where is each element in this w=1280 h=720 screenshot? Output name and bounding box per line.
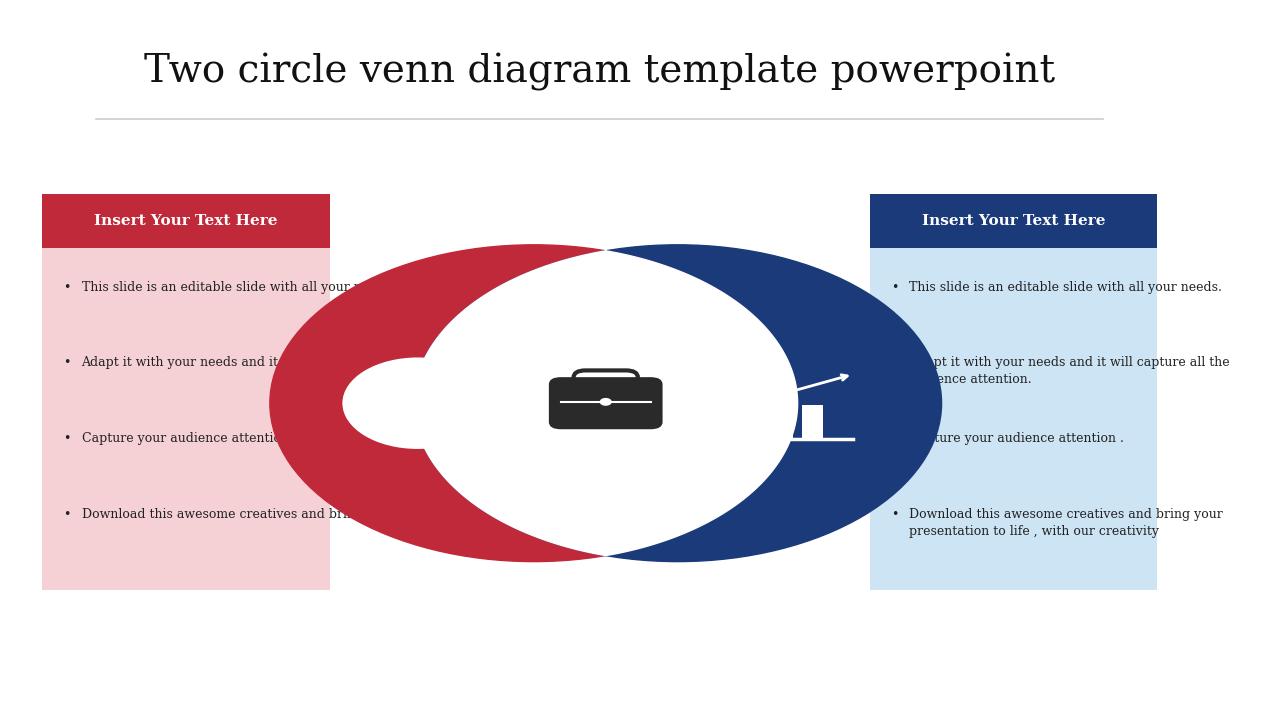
Text: Adapt it with your needs and it will capture all the audience attention.: Adapt it with your needs and it will cap… <box>909 356 1230 387</box>
Text: •: • <box>891 432 899 445</box>
Circle shape <box>413 245 942 562</box>
Text: This slide is an editable slide with all your needs.: This slide is an editable slide with all… <box>909 281 1222 294</box>
Text: Insert Your Text Here: Insert Your Text Here <box>95 215 278 228</box>
Text: •: • <box>64 281 70 294</box>
FancyBboxPatch shape <box>772 414 794 438</box>
Text: •: • <box>64 508 70 521</box>
Text: ☉: ☉ <box>383 365 453 441</box>
Circle shape <box>344 359 492 448</box>
Text: •: • <box>891 281 899 294</box>
Text: This slide is an editable slide with all your needs.: This slide is an editable slide with all… <box>82 281 394 294</box>
FancyBboxPatch shape <box>869 194 1157 248</box>
Text: •: • <box>64 356 70 369</box>
Text: Adapt it with your needs and it will capture all the audience attention.: Adapt it with your needs and it will cap… <box>82 356 529 369</box>
Text: Two circle venn diagram template powerpoint: Two circle venn diagram template powerpo… <box>145 53 1055 91</box>
FancyBboxPatch shape <box>42 194 330 590</box>
FancyBboxPatch shape <box>801 405 823 438</box>
Circle shape <box>393 389 442 418</box>
Text: Insert Your Text Here: Insert Your Text Here <box>922 215 1105 228</box>
Text: •: • <box>891 508 899 521</box>
Text: Download this awesome creatives and bring your presentation to life , with our c: Download this awesome creatives and brin… <box>82 508 649 521</box>
Circle shape <box>600 399 611 405</box>
Text: Capture your audience attention .: Capture your audience attention . <box>82 432 297 445</box>
Polygon shape <box>413 251 797 556</box>
FancyBboxPatch shape <box>42 194 330 248</box>
FancyBboxPatch shape <box>869 194 1157 590</box>
Text: •: • <box>891 356 899 369</box>
Circle shape <box>270 245 797 562</box>
FancyBboxPatch shape <box>549 377 663 429</box>
Text: •: • <box>64 432 70 445</box>
Text: Download this awesome creatives and bring your presentation to life , with our c: Download this awesome creatives and brin… <box>909 508 1222 538</box>
Text: Capture your audience attention .: Capture your audience attention . <box>909 432 1124 445</box>
FancyBboxPatch shape <box>742 426 763 438</box>
